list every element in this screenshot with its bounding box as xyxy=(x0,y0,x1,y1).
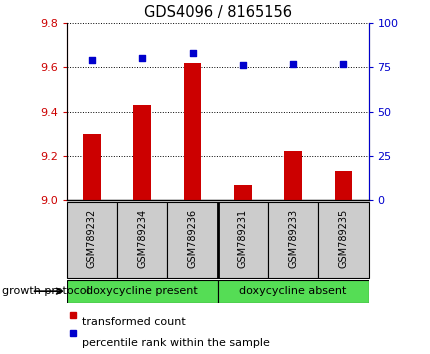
Bar xyxy=(217,202,267,278)
Text: GSM789233: GSM789233 xyxy=(287,209,298,268)
Bar xyxy=(217,280,368,303)
Text: doxycycline present: doxycycline present xyxy=(86,286,198,296)
Point xyxy=(339,61,346,67)
Text: doxycycline absent: doxycycline absent xyxy=(239,286,346,296)
Bar xyxy=(233,184,251,200)
Point xyxy=(239,63,246,68)
Text: GSM789231: GSM789231 xyxy=(237,209,247,268)
Text: GSM789235: GSM789235 xyxy=(338,209,347,268)
Point xyxy=(289,61,296,67)
Bar xyxy=(317,202,368,278)
Bar xyxy=(267,202,317,278)
Text: growth protocol: growth protocol xyxy=(2,286,89,296)
Bar xyxy=(67,280,217,303)
Text: GSM789236: GSM789236 xyxy=(187,209,197,268)
Point xyxy=(189,50,196,56)
Point xyxy=(138,56,145,61)
Bar xyxy=(167,202,217,278)
Point xyxy=(88,57,95,63)
Text: GSM789234: GSM789234 xyxy=(137,209,147,268)
Bar xyxy=(334,171,351,200)
Bar xyxy=(67,202,117,278)
Text: percentile rank within the sample: percentile rank within the sample xyxy=(75,338,270,348)
Bar xyxy=(117,202,167,278)
Bar xyxy=(83,133,101,200)
Bar xyxy=(133,105,150,200)
Text: transformed count: transformed count xyxy=(75,317,186,327)
Title: GDS4096 / 8165156: GDS4096 / 8165156 xyxy=(143,5,291,21)
Bar xyxy=(183,63,201,200)
Bar xyxy=(284,151,301,200)
Text: GSM789232: GSM789232 xyxy=(87,209,97,268)
